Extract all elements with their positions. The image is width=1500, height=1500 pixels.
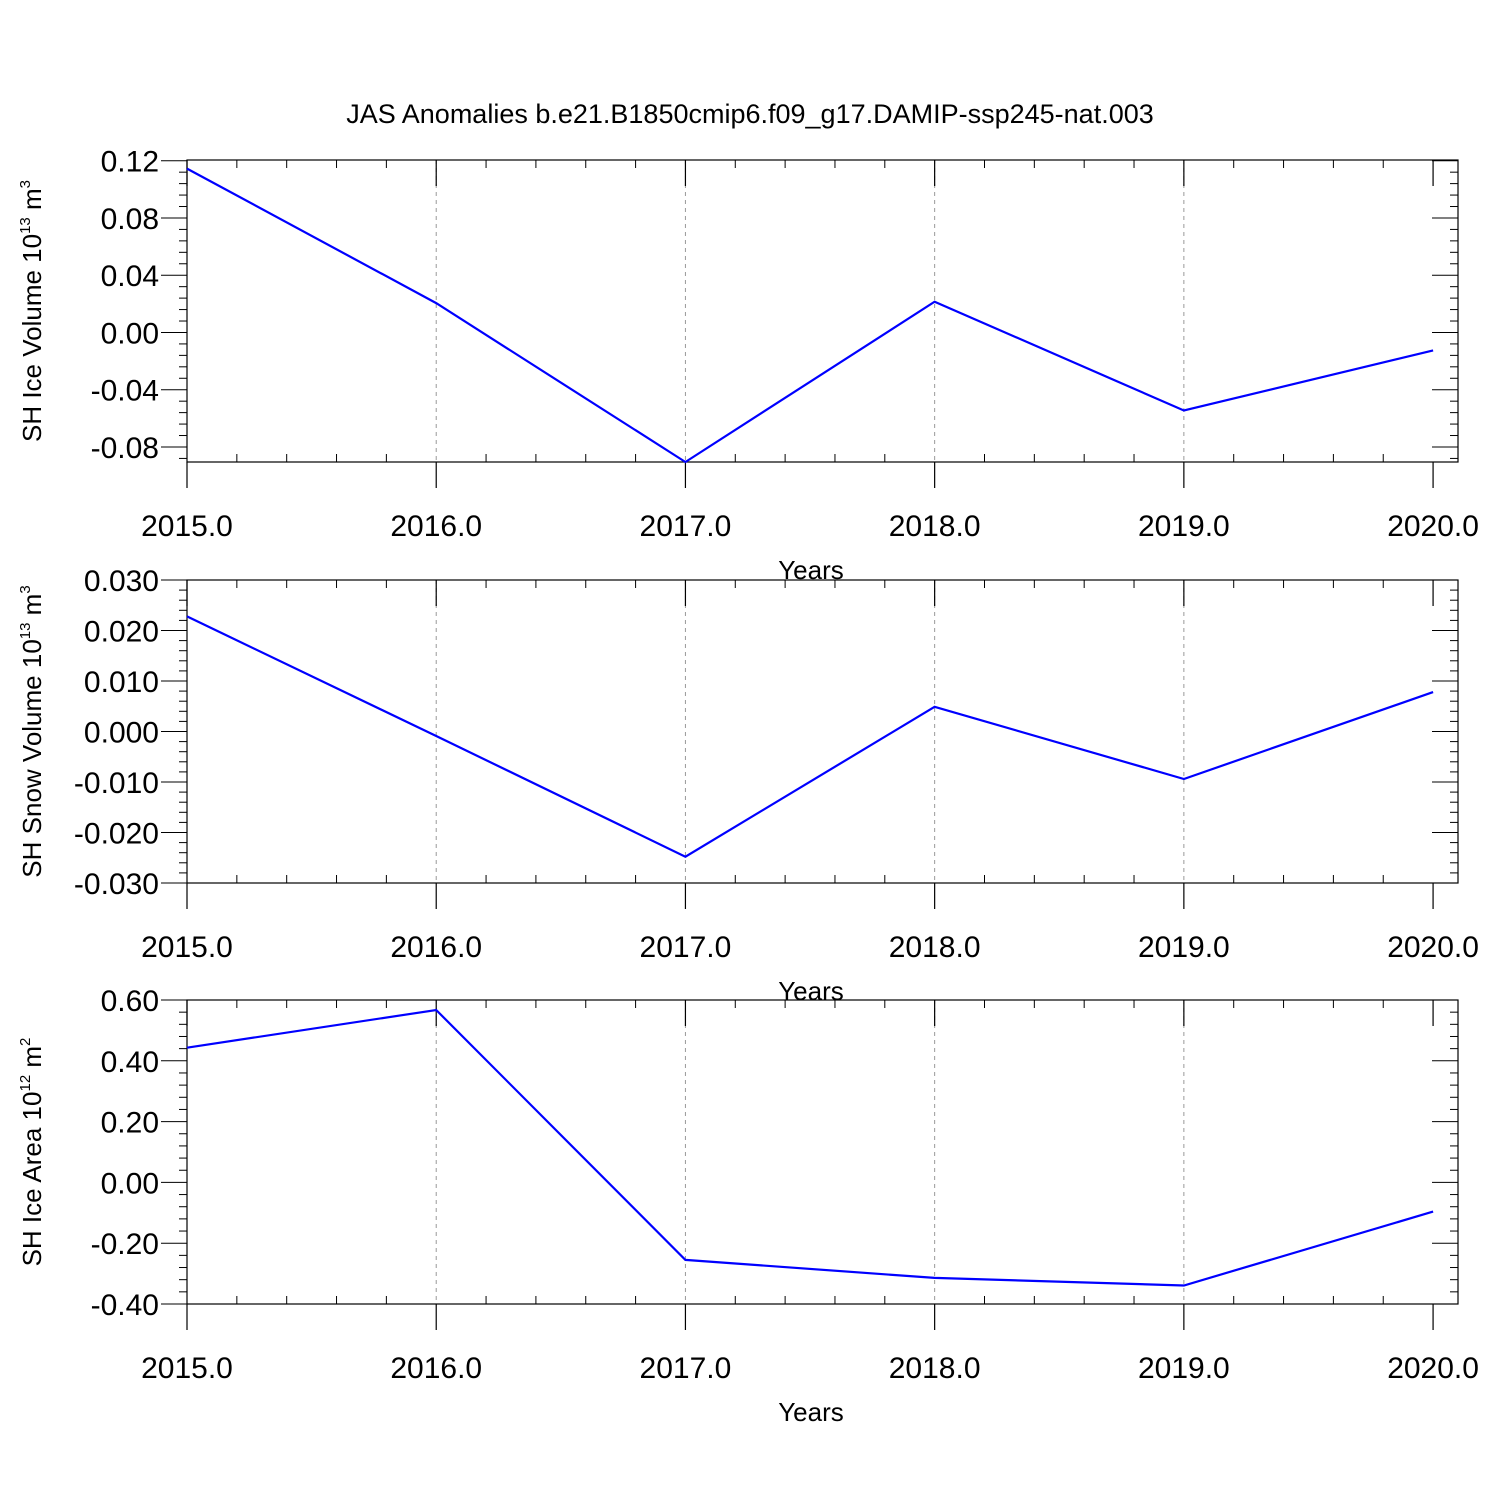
panel-2: 0.030 0.020 0.010 0.000 -0.010 -0.020 -0.030 20…: [17, 565, 1479, 1006]
y-axis-label-superscript: 12: [17, 1075, 34, 1092]
y-tick-label: 0.00: [101, 317, 159, 350]
y-tick-label: -0.20: [91, 1228, 159, 1261]
y-tick-label: 0.40: [101, 1046, 159, 1079]
plot-frame: [186, 999, 1459, 1305]
x-tick-label: 2017.0: [640, 931, 732, 964]
y-tick-label: -0.08: [91, 432, 159, 465]
plot-frame: [186, 579, 1459, 884]
y-tick-label: -0.010: [74, 767, 159, 800]
x-tick-label: 2017.0: [640, 510, 732, 543]
x-tick-label: 2018.0: [889, 1352, 981, 1385]
y-axis-label-text: SH Ice Area 10: [17, 1092, 47, 1267]
y-tick-label: 0.08: [101, 203, 159, 236]
figure-title: JAS Anomalies b.e21.B1850cmip6.f09_g17.D…: [346, 99, 1154, 129]
x-axis-label: Years: [778, 1397, 844, 1427]
y-tick-label: -0.030: [74, 868, 159, 901]
y-axis-label-superscript: 13: [17, 623, 34, 640]
x-tick-label: 2015.0: [141, 510, 233, 543]
y-tick-label: 0.020: [84, 616, 159, 649]
y-axis-label-text: m: [17, 1046, 47, 1075]
y-tick-label: 0.04: [101, 260, 159, 293]
y-axis-label-text: m: [17, 594, 47, 623]
x-tick-label: 2015.0: [141, 1352, 233, 1385]
x-axis-label: Years: [778, 976, 844, 1006]
x-tick-label: 2020.0: [1387, 1352, 1479, 1385]
y-tick-label: -0.04: [91, 375, 159, 408]
y-axis-label-superscript: 13: [17, 217, 34, 234]
x-tick-label: 2016.0: [390, 1352, 482, 1385]
series-line: [186, 167, 1434, 464]
y-axis-label-superscript: 2: [17, 1038, 34, 1046]
y-tick-label: 0.000: [84, 717, 159, 750]
series-line: [186, 615, 1434, 858]
x-tick-label: 2020.0: [1387, 931, 1479, 964]
y-tick-label: 0.60: [101, 985, 159, 1018]
series-line: [186, 1008, 1434, 1287]
y-tick-label: 0.030: [84, 565, 159, 598]
x-tick-label: 2016.0: [390, 931, 482, 964]
y-tick-label: 0.00: [101, 1167, 159, 1200]
y-axis-label: SH Ice Area 1012 m2: [17, 1038, 47, 1267]
plot-frame: [186, 159, 1459, 463]
x-tick-label: 2018.0: [889, 510, 981, 543]
x-tick-label: 2019.0: [1138, 1352, 1230, 1385]
x-tick-label: 2019.0: [1138, 931, 1230, 964]
y-axis-label-text: SH Snow Volume 10: [17, 639, 47, 877]
x-tick-label: 2017.0: [640, 1352, 732, 1385]
y-tick-label: 0.010: [84, 666, 159, 699]
x-tick-label: 2019.0: [1138, 510, 1230, 543]
y-axis-label-text: SH Ice Volume 10: [17, 234, 47, 442]
y-tick-label: -0.020: [74, 818, 159, 851]
y-axis-label: SH Ice Volume 1013 m3: [17, 180, 47, 442]
x-tick-label: 2020.0: [1387, 510, 1479, 543]
y-axis-label-superscript: 3: [17, 180, 34, 188]
y-axis-label-superscript: 3: [17, 585, 34, 593]
x-tick-label: 2016.0: [390, 510, 482, 543]
y-tick-label: -0.40: [91, 1289, 159, 1322]
panel-3: 0.60 0.40 0.20 0.00 -0.20 -0.40 2015.0 2016.0 20…: [17, 985, 1479, 1427]
y-tick-label: 0.12: [101, 146, 159, 179]
panel-1: 0.12 0.08 0.04 0.00 -0.04 -0.08 2015.0 2016.0 20…: [17, 146, 1479, 585]
y-axis-label-text: m: [17, 188, 47, 217]
x-tick-label: 2018.0: [889, 931, 981, 964]
y-tick-label: 0.20: [101, 1107, 159, 1140]
y-axis-label: SH Snow Volume 1013 m3: [17, 585, 47, 877]
x-tick-label: 2015.0: [141, 931, 233, 964]
